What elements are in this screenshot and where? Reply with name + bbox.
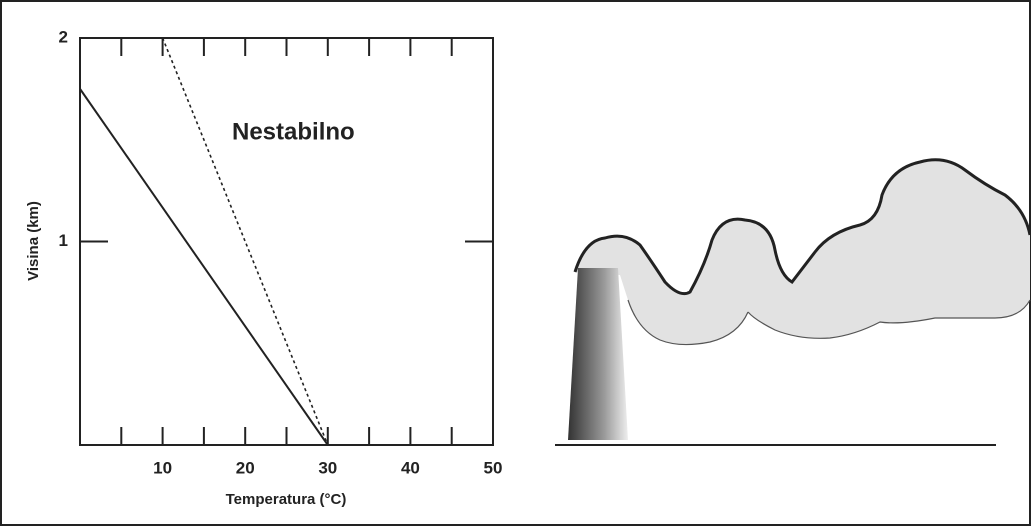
x-tick-label: 20 bbox=[236, 458, 255, 477]
x-tick-label: 10 bbox=[153, 458, 172, 477]
x-tick-label: 40 bbox=[401, 458, 420, 477]
x-axis-label: Temperatura (°C) bbox=[226, 491, 347, 508]
y-tick-label: 1 bbox=[59, 231, 68, 250]
x-tick-label: 30 bbox=[318, 458, 337, 477]
smokestack-illustration bbox=[555, 160, 1030, 445]
annotation: Nestabilno bbox=[232, 118, 355, 145]
figure: Nestabilno Temperatura (°C) Visina (km) … bbox=[0, 0, 1031, 526]
x-tick-label: 50 bbox=[484, 458, 503, 477]
y-tick-label: 2 bbox=[59, 27, 68, 46]
y-axis-label: Visina (km) bbox=[25, 201, 42, 281]
